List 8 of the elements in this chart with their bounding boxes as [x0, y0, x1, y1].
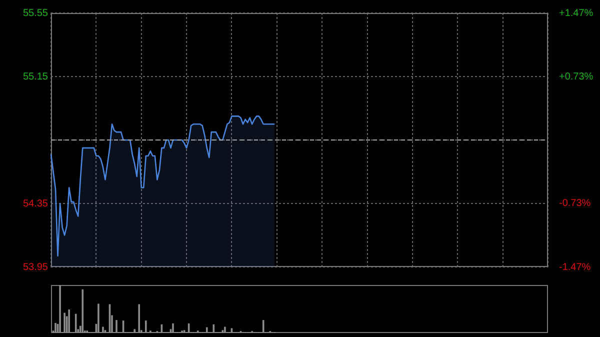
y-tick-label: 55.55 — [22, 8, 48, 19]
y-tick-label: 55.15 — [22, 71, 48, 82]
y2-tick-label: -1.47% — [559, 262, 591, 273]
y-tick-label: 53.95 — [22, 262, 48, 273]
y2-tick-label: +0.73% — [559, 72, 594, 83]
y2-tick-label: +1.47% — [559, 8, 594, 19]
y-tick-label: 54.35 — [22, 198, 48, 210]
y2-tick-label: -0.73% — [559, 198, 591, 209]
